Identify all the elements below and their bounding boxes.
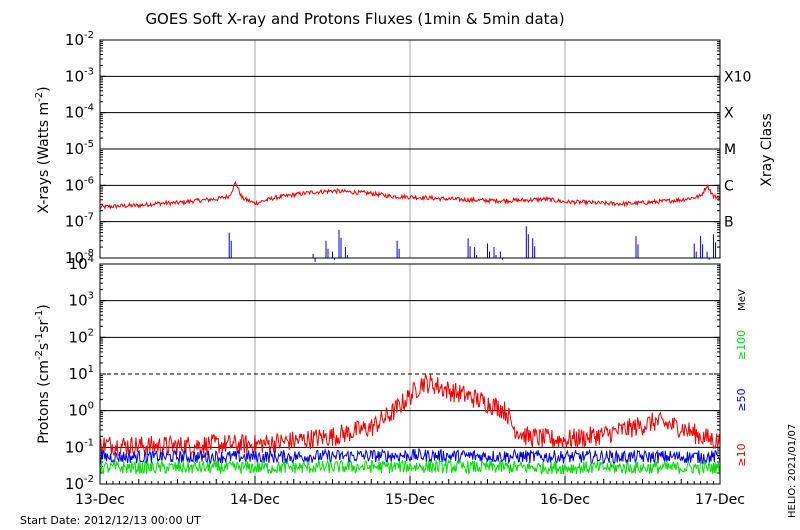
y-tick-label: 104 xyxy=(69,254,94,273)
series-line-1 xyxy=(99,447,721,466)
x-tick-label: 17-Dec xyxy=(695,492,745,508)
series-line-0 xyxy=(99,373,721,457)
chart-title: GOES Soft X-ray and Protons Fluxes (1min… xyxy=(145,10,564,28)
credit-label: HELIO: 2021/01/07 xyxy=(787,424,798,518)
y-tick-label: 10-8 xyxy=(65,248,94,267)
y-tick-label: 101 xyxy=(69,364,94,383)
y-tick-label: 10-4 xyxy=(65,103,94,122)
series-line-0 xyxy=(99,180,721,210)
flare-class-label: X10 xyxy=(724,69,751,85)
legend-2: ≥100 xyxy=(735,330,748,360)
y-tick-label: 10-6 xyxy=(65,175,94,194)
flare-class-label: B xyxy=(724,215,734,231)
y-tick-label: 10-3 xyxy=(65,66,94,85)
start-date-label: Start Date: 2012/12/13 00:00 UT xyxy=(20,514,201,527)
energy-unit-label: MeV xyxy=(737,289,748,311)
y-tick-label: 10-2 xyxy=(65,30,94,49)
xray-axis-title: X-rays (Watts m-2) xyxy=(34,86,52,213)
y-tick-label: 102 xyxy=(69,327,94,346)
flare-class-label: C xyxy=(724,178,734,194)
legend-0: ≥10 xyxy=(735,443,748,466)
y-tick-label: 10-2 xyxy=(65,474,94,493)
date-axis: 13-Dec 14-Dec 15-Dec 16-Dec 17-Dec xyxy=(75,476,745,508)
series-line-2 xyxy=(99,458,721,476)
x-tick-label: 15-Dec xyxy=(385,492,435,508)
series-line-1 xyxy=(228,226,716,262)
legend-1: ≥50 xyxy=(735,388,748,411)
y-tick-label: 100 xyxy=(69,401,94,420)
x-tick-label: 16-Dec xyxy=(540,492,590,508)
flare-class-label: X xyxy=(724,106,734,122)
y-tick-label: 10-7 xyxy=(65,212,94,231)
plot-frame xyxy=(99,39,721,259)
xray-class-axis-title: Xray Class xyxy=(759,113,775,187)
proton-panel: 104 103 102 101 100 10-1 10-2 MeV ≥100 ≥50 ≥10 Prot… xyxy=(34,254,748,493)
y-tick-label: 103 xyxy=(69,291,94,310)
proton-axis-title: Protons (cm-2s-1sr-1) xyxy=(34,304,52,443)
x-tick-label: 14-Dec xyxy=(230,492,280,508)
y-tick-label: 10-5 xyxy=(65,139,94,158)
y-tick-label: 10-1 xyxy=(65,437,94,456)
flare-class-label: M xyxy=(724,142,736,158)
xray-panel: 10-2 10-3 10-4 10-5 10-6 10-7 10-8 X10 X M C B Xray … xyxy=(34,30,775,267)
x-tick-label: 13-Dec xyxy=(75,492,125,508)
